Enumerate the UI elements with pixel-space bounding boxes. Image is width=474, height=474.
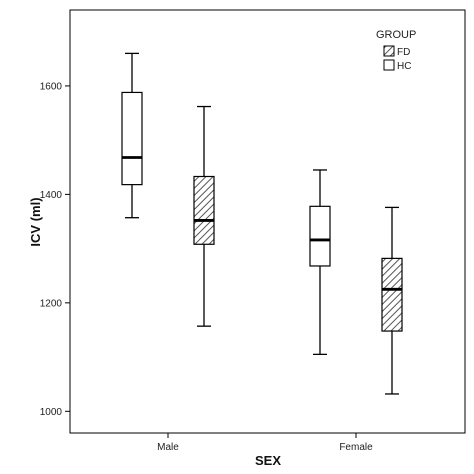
legend-title: GROUP — [376, 29, 416, 41]
legend-swatch-fd — [383, 45, 395, 57]
y-axis: 1000 1200 1400 1600 — [40, 81, 70, 418]
y-tick-label: 1000 — [40, 407, 63, 418]
box-iqr — [309, 205, 331, 267]
y-tick-label: 1400 — [40, 190, 63, 201]
legend: GROUP FD HC — [376, 29, 416, 72]
legend-label-hc: HC — [397, 61, 411, 72]
box-fd-male — [193, 105, 215, 327]
box-fd-female — [381, 206, 403, 395]
box-iqr — [381, 257, 403, 332]
box-series — [121, 52, 403, 395]
box-hc-female — [309, 169, 331, 356]
x-axis: Male Female — [157, 433, 373, 453]
x-tick-label: Female — [339, 442, 373, 453]
y-tick-label: 1200 — [40, 298, 63, 309]
legend-swatch-hc — [383, 59, 395, 71]
y-tick-label: 1600 — [40, 81, 63, 92]
x-tick-label: Male — [157, 442, 179, 453]
box-hc-male — [121, 52, 143, 219]
x-axis-title: SEX — [255, 453, 281, 468]
box-iqr — [121, 91, 143, 186]
y-axis-title: ICV (ml) — [28, 197, 43, 246]
legend-label-fd: FD — [397, 47, 410, 58]
plot-frame — [69, 9, 466, 434]
box-iqr — [193, 175, 215, 245]
